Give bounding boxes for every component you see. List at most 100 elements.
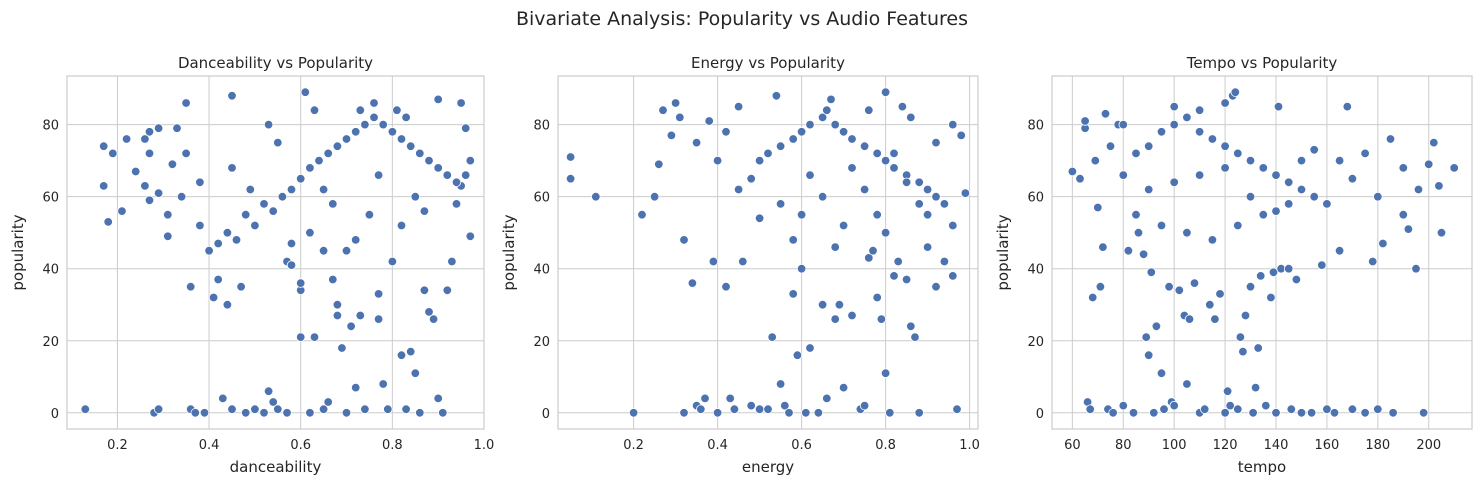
scatter-point — [181, 148, 191, 159]
scatter-point — [1194, 170, 1205, 180]
scatter-point — [1118, 119, 1129, 130]
scatter-point — [872, 292, 882, 303]
scatter-point — [401, 404, 411, 414]
scatter-point — [939, 256, 950, 267]
scatter-point — [901, 274, 912, 285]
scatter-point — [1133, 227, 1144, 238]
scatter-point — [838, 127, 849, 137]
scatter-point — [172, 123, 182, 133]
scatter-point — [880, 368, 891, 378]
x-tick-label: 0.2 — [107, 438, 128, 453]
scatter-point — [250, 220, 260, 231]
scatter-point — [771, 91, 782, 101]
scatter-point — [847, 310, 857, 321]
scatter-point — [838, 220, 849, 231]
scatter-point — [1138, 249, 1149, 260]
scatter-point — [364, 209, 375, 220]
scatter-point — [1283, 177, 1294, 188]
scatter-point — [282, 408, 292, 418]
scatter-point — [754, 155, 765, 166]
scatter-point — [153, 404, 164, 414]
scatter-point — [914, 177, 924, 188]
scatter-point — [948, 220, 958, 231]
scatter-point — [859, 184, 870, 195]
scatter-points — [1067, 87, 1459, 418]
scatter-point — [1067, 166, 1078, 177]
scatter-point — [931, 137, 941, 148]
scatter-point — [1245, 155, 1256, 166]
scatter-point — [906, 112, 916, 123]
scatter-point — [1090, 155, 1101, 166]
scatter-point — [1373, 404, 1383, 414]
scatter-point — [948, 119, 958, 130]
scatter-point — [952, 404, 962, 414]
scatter-point — [424, 155, 434, 166]
scatter-point — [1436, 227, 1447, 238]
x-tick-label: 0.8 — [875, 438, 896, 453]
scatter-point — [373, 170, 384, 180]
scatter-point — [838, 382, 849, 393]
scatter-point — [889, 163, 899, 173]
scatter-point — [1309, 145, 1319, 155]
scatter-point — [1131, 209, 1141, 220]
scatter-point — [1291, 274, 1302, 285]
scatter-point — [461, 123, 471, 133]
scatter-point — [914, 199, 924, 209]
scatter-point — [830, 119, 840, 130]
scatter-point — [939, 199, 950, 209]
scatter-point — [1085, 404, 1095, 414]
scatter-point — [805, 343, 815, 353]
scatter-point — [1360, 148, 1370, 159]
scatter-point — [872, 209, 882, 220]
scatter-point — [318, 184, 329, 195]
scatter-point — [1194, 105, 1205, 115]
scatter-point — [296, 278, 306, 288]
x-axis-label: tempo — [1238, 458, 1286, 476]
scatter-point — [1080, 116, 1090, 126]
scatter-point — [263, 119, 274, 130]
scatter-point — [729, 404, 740, 414]
scatter-point — [447, 256, 457, 267]
scatter-point — [355, 310, 366, 321]
scatter-point — [1220, 141, 1230, 151]
scatter-point — [1434, 181, 1444, 191]
scatter-point — [847, 163, 857, 173]
scatter-point — [419, 206, 430, 216]
scatter-point — [1149, 408, 1159, 418]
scatter-point — [355, 105, 366, 115]
scatter-point — [1309, 191, 1319, 202]
scatter-point — [1118, 400, 1129, 411]
scatter-point — [859, 400, 870, 411]
scatter-point — [1266, 292, 1276, 303]
scatter-point — [784, 408, 794, 418]
scatter-point — [948, 271, 958, 281]
scatter-point — [813, 408, 824, 418]
scatter-point — [763, 404, 773, 414]
scatter-point — [323, 148, 333, 159]
scatter-point — [98, 181, 109, 191]
scatter-point — [1128, 408, 1139, 418]
scatter-point — [956, 130, 966, 141]
scatter-point — [1131, 148, 1141, 159]
x-tick-label: 80 — [1115, 438, 1132, 453]
scatter-point — [658, 105, 668, 115]
scatter-point — [300, 87, 311, 97]
figure-suptitle: Bivariate Analysis: Popularity vs Audio … — [516, 8, 968, 30]
scatter-point — [424, 307, 434, 317]
scatter-point — [144, 127, 155, 137]
scatter-point — [167, 159, 178, 170]
scatter-point — [213, 238, 223, 249]
scatter-point — [273, 404, 283, 414]
y-tick-label: 60 — [533, 191, 550, 206]
scatter-point — [1286, 404, 1297, 414]
scatter-point — [240, 408, 251, 418]
scatter-point — [1207, 134, 1218, 144]
scatter-point — [1296, 184, 1307, 195]
scatter-point — [704, 116, 714, 126]
x-tick-label: 0.8 — [382, 438, 403, 453]
scatter-point — [346, 321, 356, 332]
y-tick-label: 0 — [542, 407, 550, 422]
x-tick-label: 1.0 — [474, 438, 495, 453]
scatter-point — [931, 282, 941, 292]
scatter-point — [654, 159, 664, 170]
